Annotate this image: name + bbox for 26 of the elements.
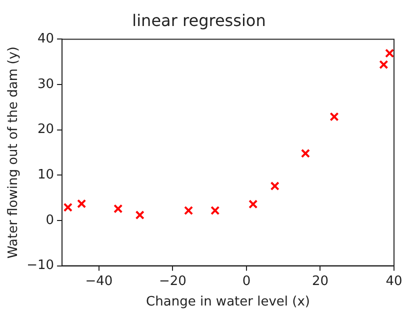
x-tick-label: 40: [386, 274, 402, 289]
point: [63, 202, 72, 212]
point: [184, 206, 194, 216]
y-tick-label: 40: [37, 32, 54, 47]
x-tick-label: −40: [85, 274, 113, 289]
y-axis-title: Water flowing out of the dam (y): [6, 46, 22, 258]
point: [379, 60, 388, 70]
y-tick-label: 30: [37, 76, 54, 92]
chart-title: linear regression: [132, 10, 266, 30]
point: [210, 206, 220, 216]
x-tick-label: 0: [242, 274, 251, 289]
point: [77, 199, 86, 208]
point: [270, 182, 280, 191]
point: [385, 48, 394, 58]
x-tick-label: 20: [312, 274, 329, 289]
y-tick-label: 20: [37, 122, 54, 138]
point: [300, 148, 310, 158]
y-tick-label: −10: [26, 258, 54, 274]
y-tick-label: 10: [37, 168, 54, 183]
x-tick-label: −20: [158, 274, 186, 289]
y-tick-label: 0: [46, 212, 54, 228]
point: [114, 204, 123, 214]
point: [330, 112, 339, 122]
point: [135, 210, 144, 220]
x-axis-title: Change in water level (x): [146, 294, 310, 310]
point: [248, 200, 258, 209]
